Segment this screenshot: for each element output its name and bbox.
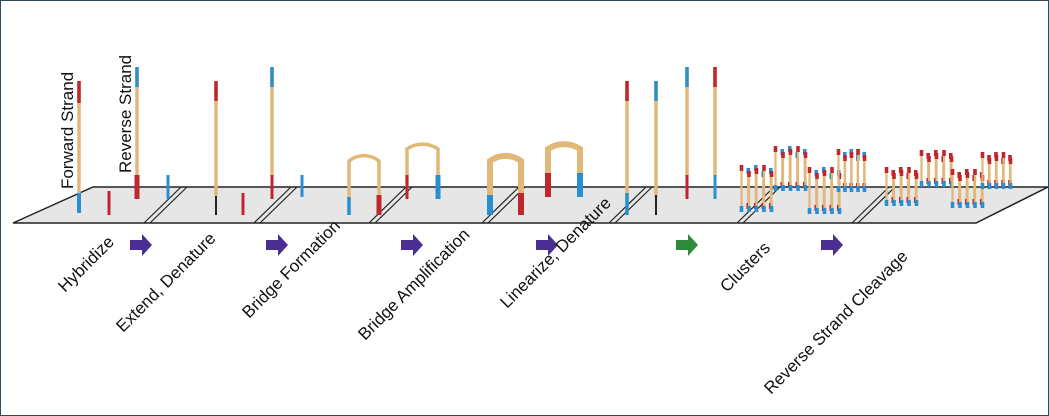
step-linearize-strands bbox=[625, 67, 717, 215]
step-bridge-amplification-strands bbox=[487, 141, 583, 215]
step-extend-strands bbox=[214, 67, 304, 215]
step-arrow-4 bbox=[536, 234, 558, 256]
cluster-7 bbox=[950, 169, 985, 208]
step-bridge-formation-strands bbox=[347, 142, 441, 215]
step-label-2: Extend, Denature bbox=[112, 229, 219, 336]
step-arrows bbox=[130, 234, 843, 256]
cluster-2 bbox=[773, 146, 808, 191]
cluster-8 bbox=[980, 152, 1013, 189]
step-hybridize-strands bbox=[77, 67, 170, 215]
step-label-1: Hybridize bbox=[54, 232, 118, 296]
step-arrow-1 bbox=[130, 234, 152, 256]
step-arrow-2 bbox=[266, 234, 288, 256]
step-arrow-3 bbox=[401, 234, 423, 256]
cluster-3 bbox=[807, 167, 842, 214]
step-label-7: Reverse Strand Cleavage bbox=[760, 247, 911, 398]
cluster-groups bbox=[739, 146, 1013, 214]
step-arrow-5 bbox=[676, 234, 698, 256]
step-label-6: Clusters bbox=[716, 238, 774, 296]
cluster-1 bbox=[739, 165, 774, 212]
reverse-strand-label: Reverse Strand bbox=[116, 55, 135, 173]
cluster-6 bbox=[919, 150, 954, 187]
cluster-5 bbox=[884, 167, 919, 206]
step-arrow-6 bbox=[821, 234, 843, 256]
step-label-3: Bridge Formation bbox=[238, 216, 344, 322]
forward-strand-label: Forward Strand bbox=[58, 72, 77, 189]
cluster-4 bbox=[836, 149, 867, 192]
